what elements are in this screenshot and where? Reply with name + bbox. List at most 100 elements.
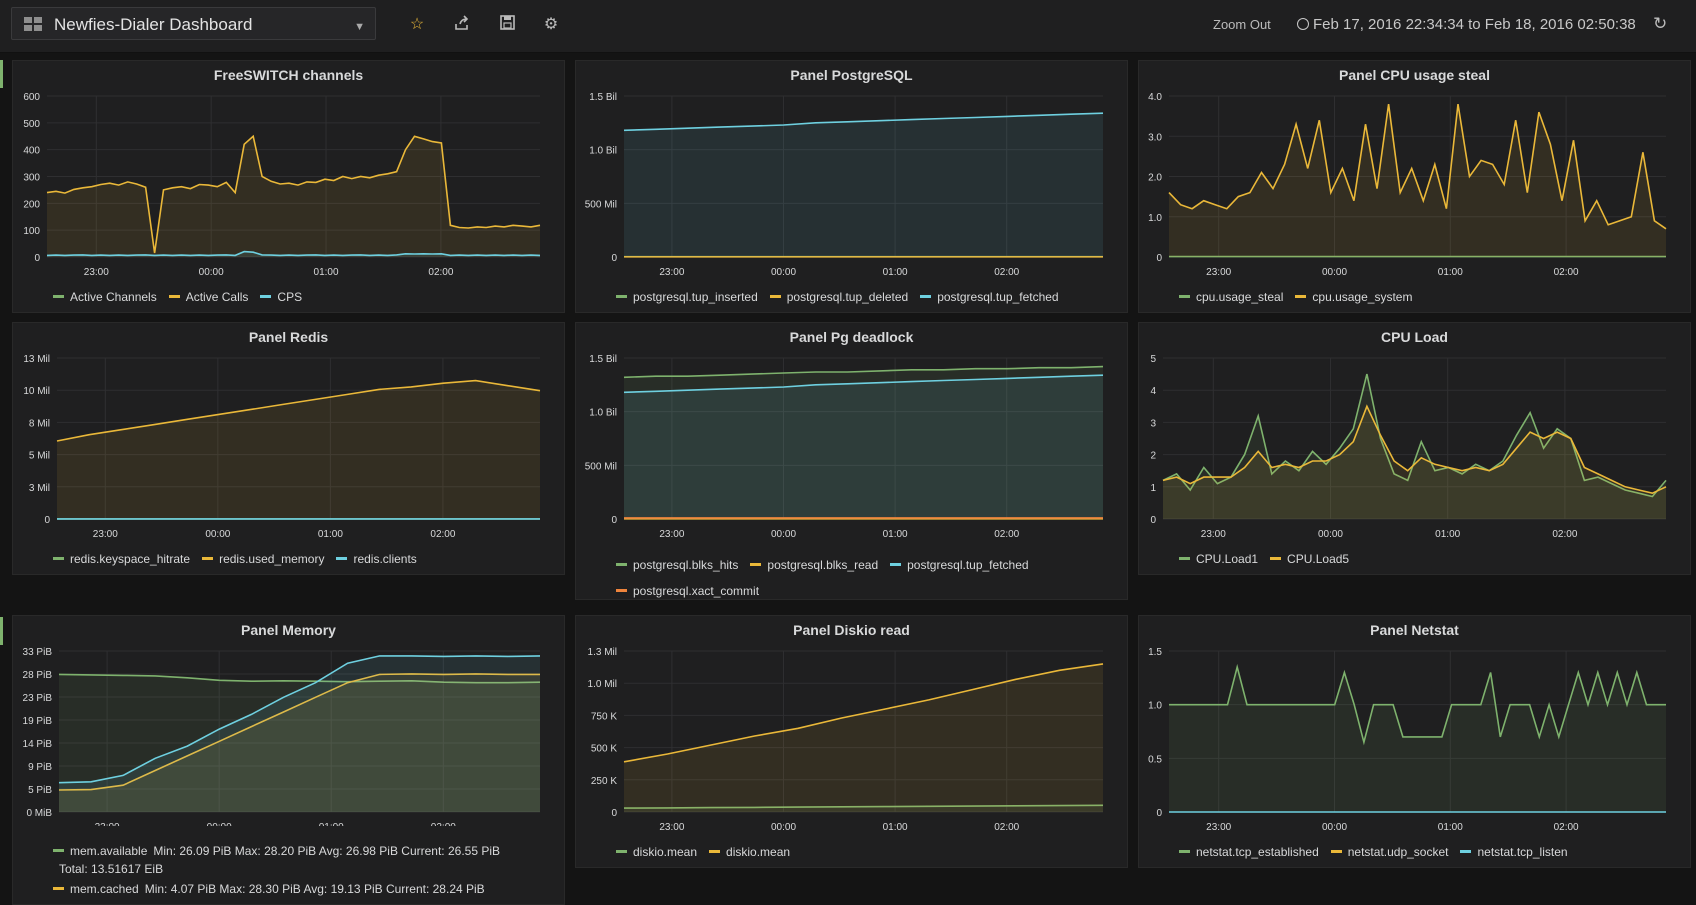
legend-swatch bbox=[1179, 557, 1190, 560]
series-area bbox=[1169, 104, 1666, 257]
legend-swatch bbox=[1179, 850, 1190, 853]
legend-item[interactable]: Active Calls bbox=[169, 290, 249, 304]
y-tick-label: 5 Mil bbox=[29, 451, 50, 462]
legend-swatch bbox=[1179, 295, 1190, 298]
x-tick-label: 02:00 bbox=[994, 529, 1019, 540]
y-tick-label: 200 bbox=[23, 199, 40, 210]
legend-item[interactable]: netstat.udp_socket bbox=[1331, 845, 1449, 859]
y-tick-label: 4 bbox=[1150, 386, 1156, 397]
x-tick-label: 23:00 bbox=[659, 822, 684, 833]
series-area bbox=[47, 136, 540, 257]
legend-swatch bbox=[1295, 295, 1306, 298]
legend-item[interactable]: diskio.mean bbox=[616, 845, 697, 859]
y-tick-label: 1.5 bbox=[1148, 647, 1162, 658]
y-tick-label: 3.0 bbox=[1148, 132, 1162, 143]
gear-icon[interactable]: ⚙ bbox=[541, 15, 561, 35]
legend-swatch bbox=[616, 589, 627, 592]
legend: postgresql.blks_hits postgresql.blks_read… bbox=[616, 552, 1096, 604]
legend-item[interactable]: postgresql.tup_inserted bbox=[616, 290, 758, 304]
legend-item[interactable]: Active Channels bbox=[53, 290, 157, 304]
legend-item[interactable]: redis.clients bbox=[336, 552, 416, 566]
x-tick-label: 02:00 bbox=[428, 267, 453, 278]
legend-item[interactable]: postgresql.tup_deleted bbox=[770, 290, 908, 304]
time-range-text: Feb 17, 2016 22:34:34 to Feb 18, 2016 02… bbox=[1313, 16, 1636, 33]
y-tick-label: 0 bbox=[1150, 515, 1156, 526]
row-collapse-marker[interactable] bbox=[0, 617, 3, 645]
legend-label: postgresql.tup_inserted bbox=[633, 290, 758, 304]
legend-item[interactable]: postgresql.blks_hits bbox=[616, 552, 738, 578]
apps-grid-icon bbox=[24, 17, 42, 32]
legend-label: redis.keyspace_hitrate bbox=[70, 552, 190, 566]
y-tick-label: 1 bbox=[1150, 483, 1156, 494]
y-tick-label: 600 bbox=[23, 92, 40, 103]
star-icon[interactable]: ☆ bbox=[407, 15, 427, 35]
legend-label: postgresql.blks_read bbox=[767, 558, 878, 572]
x-tick-label: 01:00 bbox=[883, 529, 908, 540]
legend-item[interactable]: postgresql.blks_read bbox=[750, 552, 878, 578]
legend-item[interactable]: CPS bbox=[260, 290, 302, 304]
legend-item[interactable]: redis.keyspace_hitrate bbox=[53, 552, 190, 566]
legend-swatch bbox=[616, 563, 627, 566]
share-icon[interactable] bbox=[452, 15, 472, 35]
y-tick-label: 1.0 Mil bbox=[588, 679, 617, 690]
x-tick-label: 02:00 bbox=[994, 822, 1019, 833]
legend: redis.keyspace_hitrate redis.used_memory r… bbox=[53, 552, 429, 566]
save-icon[interactable] bbox=[497, 15, 517, 35]
legend-label: CPU.Load1 bbox=[1196, 552, 1258, 566]
zoom-out-button[interactable]: Zoom Out bbox=[1213, 17, 1271, 32]
refresh-icon[interactable]: ↻ bbox=[1653, 14, 1667, 34]
y-tick-label: 0.5 bbox=[1148, 754, 1162, 765]
x-tick-label: 01:00 bbox=[883, 822, 908, 833]
x-tick-label: 01:00 bbox=[883, 267, 908, 278]
legend-label: mem.cached bbox=[70, 882, 139, 896]
legend-item[interactable]: redis.used_memory bbox=[202, 552, 324, 566]
time-range-picker[interactable]: Feb 17, 2016 22:34:34 to Feb 18, 2016 02… bbox=[1297, 16, 1636, 33]
legend-item[interactable]: postgresql.tup_fetched bbox=[920, 290, 1058, 304]
legend-swatch bbox=[53, 849, 64, 852]
legend-item[interactable]: CPU.Load5 bbox=[1270, 552, 1349, 566]
x-tick-label: 01:00 bbox=[1438, 822, 1463, 833]
legend-swatch bbox=[53, 887, 64, 890]
legend-label: netstat.udp_socket bbox=[1348, 845, 1449, 859]
legend-item[interactable]: netstat.tcp_established bbox=[1179, 845, 1319, 859]
y-tick-label: 1.0 Bil bbox=[589, 408, 617, 419]
legend-label: diskio.mean bbox=[633, 845, 697, 859]
legend-item[interactable]: netstat.tcp_listen bbox=[1460, 845, 1567, 859]
y-tick-label: 1.0 bbox=[1148, 701, 1162, 712]
legend-item[interactable]: cpu.usage_steal bbox=[1179, 290, 1283, 304]
dashboard-title: Newfies-Dialer Dashboard bbox=[54, 15, 252, 35]
y-tick-label: 500 bbox=[23, 119, 40, 130]
legend-item[interactable]: cpu.usage_system bbox=[1295, 290, 1412, 304]
legend-item[interactable]: diskio.mean bbox=[709, 845, 790, 859]
legend: CPU.Load1 CPU.Load5 bbox=[1179, 552, 1361, 566]
legend-item[interactable]: postgresql.xact_commit bbox=[616, 578, 759, 604]
dashboard-picker[interactable]: Newfies-Dialer Dashboard ▼ bbox=[11, 7, 376, 40]
y-tick-label: 5 bbox=[1150, 354, 1156, 365]
legend-swatch bbox=[336, 557, 347, 560]
legend-swatch bbox=[202, 557, 213, 560]
legend-item[interactable]: postgresql.tup_fetched bbox=[890, 552, 1028, 578]
x-tick-label: 01:00 bbox=[1435, 529, 1460, 540]
legend-item[interactable]: CPU.Load1 bbox=[1179, 552, 1258, 566]
y-tick-label: 0 bbox=[611, 253, 617, 264]
row-collapse-marker[interactable] bbox=[0, 60, 3, 88]
y-tick-label: 1.5 Bil bbox=[589, 92, 617, 103]
y-tick-label: 13 Mil bbox=[23, 354, 50, 365]
y-tick-label: 5 PiB bbox=[28, 785, 52, 796]
y-tick-label: 4.0 bbox=[1148, 92, 1162, 103]
y-tick-label: 0 bbox=[34, 253, 40, 264]
